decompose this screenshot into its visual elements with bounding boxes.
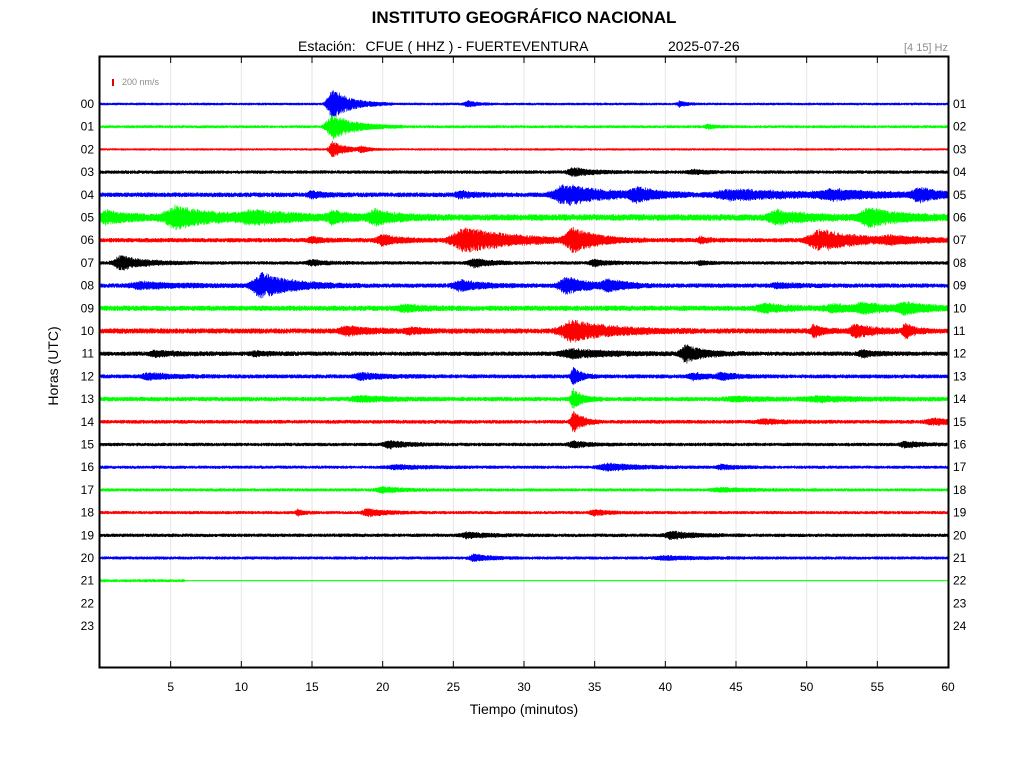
hour-label-left: 07 (81, 256, 95, 270)
hour-label-right: 02 (953, 120, 967, 134)
x-tick-label: 5 (167, 680, 174, 694)
x-tick-label: 10 (235, 680, 249, 694)
hour-label-right: 24 (953, 619, 967, 633)
hour-label-left: 01 (81, 120, 95, 134)
hour-label-left: 22 (81, 596, 95, 610)
plot-frame (98, 55, 950, 669)
hour-label-right: 17 (953, 460, 967, 474)
hour-label-left: 04 (81, 188, 95, 202)
hour-label-left: 10 (81, 324, 95, 338)
hour-label-left: 15 (81, 438, 95, 452)
trace-hour-09 (99, 301, 949, 316)
hour-label-right: 13 (953, 369, 967, 383)
trace-hour-17 (99, 485, 949, 495)
x-tick-label: 55 (871, 680, 885, 694)
trace-hour-02 (99, 140, 949, 158)
trace-hour-19 (99, 530, 949, 540)
hour-label-right: 14 (953, 392, 967, 406)
hour-label-left: 11 (82, 347, 95, 361)
hour-label-left: 13 (81, 392, 95, 406)
trace-hour-15 (99, 440, 949, 450)
hour-label-right: 04 (953, 165, 967, 179)
hour-label-right: 19 (953, 506, 967, 520)
hour-label-left: 12 (81, 369, 95, 383)
trace-hour-16 (99, 462, 949, 472)
station-name: CFUE ( HHZ ) - FUERTEVENTURA (365, 38, 589, 54)
hour-label-left: 16 (81, 460, 95, 474)
hour-label-right: 01 (953, 97, 967, 111)
trace-group (99, 90, 949, 583)
x-tick-label: 60 (941, 680, 955, 694)
hour-label-right: 15 (953, 415, 967, 429)
hour-label-left: 05 (81, 211, 95, 225)
hour-labels: 00 01 02 03 04 05 06 07 08 09 10 11 12 13 14 15 16 17 18 19… (81, 97, 967, 633)
chart-title: INSTITUTO GEOGRÁFICO NACIONAL (371, 8, 677, 27)
station-label: Estación: (298, 38, 356, 54)
hour-label-left: 20 (81, 551, 95, 565)
hour-label-left: 18 (81, 506, 95, 520)
hour-label-left: 23 (81, 619, 95, 633)
hour-label-right: 10 (953, 301, 967, 315)
hour-label-left: 00 (81, 97, 95, 111)
hour-label-left: 08 (81, 279, 95, 293)
trace-hour-20 (99, 553, 949, 562)
x-tick-label: 20 (376, 680, 390, 694)
trace-hour-12 (99, 367, 949, 386)
hour-label-left: 03 (81, 165, 95, 179)
x-tick-label: 45 (729, 680, 743, 694)
trace-hour-10 (99, 319, 949, 343)
trace-hour-00 (99, 90, 949, 118)
trace-hour-06 (99, 226, 949, 253)
trace-hour-05 (99, 204, 949, 231)
hour-label-right: 03 (953, 142, 967, 156)
hour-label-left: 17 (81, 483, 95, 497)
hour-label-right: 22 (953, 574, 967, 588)
hour-label-left: 06 (81, 233, 95, 247)
station-line: Estación: CFUE ( HHZ ) - FUERTEVENTURA (298, 38, 594, 54)
x-tick-label: 30 (517, 680, 531, 694)
hour-label-right: 16 (953, 438, 967, 452)
hour-label-right: 12 (953, 347, 967, 361)
trace-hour-14 (99, 411, 949, 433)
hour-label-left: 21 (81, 574, 95, 588)
hour-label-left: 14 (81, 415, 95, 429)
scale-bar-icon (112, 79, 114, 86)
hour-label-right: 09 (953, 279, 967, 293)
hour-label-right: 07 (953, 233, 967, 247)
hour-label-right: 08 (953, 256, 967, 270)
x-axis-label: Tiempo (minutos) (469, 701, 579, 717)
record-date: 2025-07-26 (668, 38, 740, 54)
trace-hour-18 (99, 507, 949, 518)
trace-hour-08 (99, 272, 949, 299)
amplitude-scale: 200 nm/s (112, 77, 159, 87)
filter-band: [4 15] Hz (903, 42, 948, 54)
x-tick-label: 35 (588, 680, 602, 694)
trace-hour-13 (99, 387, 949, 409)
x-tick-label: 40 (659, 680, 673, 694)
trace-hour-07 (99, 254, 949, 271)
hour-label-right: 21 (953, 551, 967, 565)
x-tick-label: 50 (800, 680, 814, 694)
trace-hour-03 (99, 167, 949, 178)
hour-label-left: 09 (81, 301, 95, 315)
hour-label-right: 18 (953, 483, 967, 497)
hour-label-right: 23 (953, 596, 967, 610)
trace-hour-21 (99, 579, 185, 583)
hour-label-right: 05 (953, 188, 967, 202)
scale-label: 200 nm/s (122, 77, 160, 87)
x-ticks: 5 10 15 20 25 30 35 40 45 50 55 60 (167, 57, 955, 694)
trace-hour-04 (99, 184, 949, 206)
x-tick-label: 15 (305, 680, 319, 694)
trace-hour-01 (99, 114, 949, 140)
hour-label-right: 11 (953, 324, 966, 338)
hour-label-left: 19 (81, 528, 95, 542)
hour-label-right: 06 (953, 211, 967, 225)
x-tick-label: 25 (447, 680, 461, 694)
hour-label-left: 02 (81, 142, 95, 156)
trace-hour-11 (99, 344, 949, 364)
hour-label-right: 20 (953, 528, 967, 542)
